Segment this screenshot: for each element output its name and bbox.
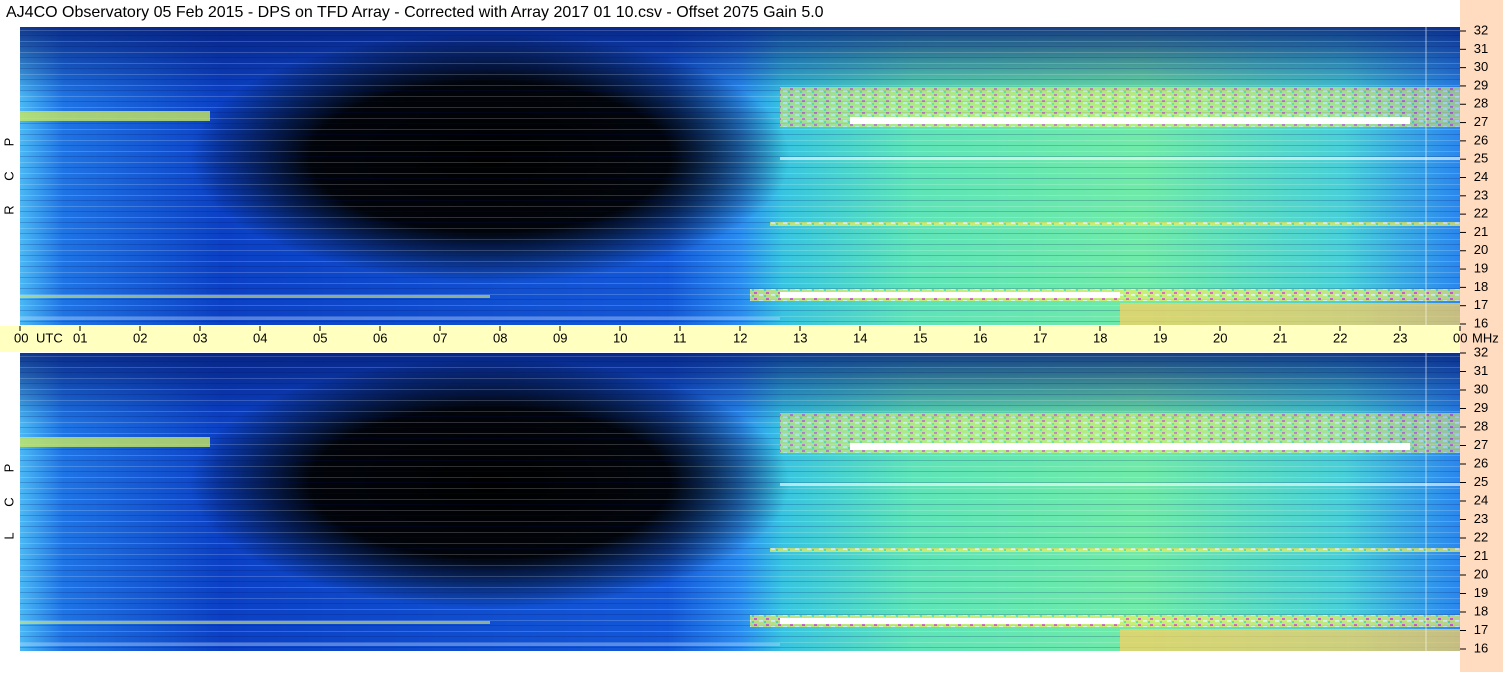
freq-label: 29 [1474, 400, 1488, 415]
freq-label: 29 [1474, 77, 1488, 92]
freq-label: 25 [1474, 474, 1488, 489]
time-label: 02 [133, 330, 147, 345]
freq-label: 32 [1474, 344, 1488, 359]
freq-label: 17 [1474, 622, 1488, 637]
freq-label: 28 [1474, 418, 1488, 433]
time-label: 00 [14, 330, 28, 345]
panel-label: C [1, 497, 16, 506]
freq-label: 32 [1474, 22, 1488, 37]
freq-label: 22 [1474, 206, 1488, 221]
freq-label: 27 [1474, 437, 1488, 452]
freq-label: 26 [1474, 132, 1488, 147]
time-label: 18 [1093, 330, 1107, 345]
freq-label: 20 [1474, 566, 1488, 581]
time-label: 08 [493, 330, 507, 345]
panel-label: R [1, 205, 16, 214]
freq-label: 31 [1474, 363, 1488, 378]
freq-label: 28 [1474, 96, 1488, 111]
time-label: 17 [1033, 330, 1047, 345]
time-label: 04 [253, 330, 267, 345]
freq-unit: MHz [1472, 330, 1499, 345]
time-label: 01 [73, 330, 87, 345]
freq-label: 25 [1474, 151, 1488, 166]
time-label: 21 [1273, 330, 1287, 345]
freq-label: 19 [1474, 585, 1488, 600]
time-label: 15 [913, 330, 927, 345]
time-label: 06 [373, 330, 387, 345]
freq-axis-bar [1460, 0, 1503, 672]
time-label: 19 [1153, 330, 1167, 345]
time-label: 09 [553, 330, 567, 345]
freq-label: 17 [1474, 297, 1488, 312]
spectrogram-rcp [20, 27, 1460, 325]
time-label: 00 [1453, 330, 1467, 345]
panel-label: L [1, 532, 16, 539]
panel-label: P [1, 464, 16, 473]
time-axis-bar [0, 326, 1460, 352]
freq-label: 23 [1474, 511, 1488, 526]
time-label: 16 [973, 330, 987, 345]
time-label: 07 [433, 330, 447, 345]
freq-label: 23 [1474, 187, 1488, 202]
freq-label: 24 [1474, 492, 1488, 507]
title: AJ4CO Observatory 05 Feb 2015 - DPS on T… [6, 4, 824, 21]
freq-label: 18 [1474, 279, 1488, 294]
time-label: 12 [733, 330, 747, 345]
time-unit: UTC [36, 330, 63, 345]
freq-label: 30 [1474, 59, 1488, 74]
freq-label: 19 [1474, 261, 1488, 276]
time-label: 22 [1333, 330, 1347, 345]
time-label: 14 [853, 330, 867, 345]
freq-label: 16 [1474, 640, 1488, 655]
spectrogram-lcp [20, 353, 1460, 651]
freq-label: 30 [1474, 381, 1488, 396]
time-label: 20 [1213, 330, 1227, 345]
freq-label: 27 [1474, 114, 1488, 129]
axes: 00 01 02 03 04 05 06 07 08 09 10 11 12 13 14 15 16 17 18 19… [1, 22, 1498, 655]
freq-label: 16 [1474, 315, 1488, 330]
bottom-margin [0, 652, 1460, 672]
freq-label: 24 [1474, 169, 1488, 184]
freq-label: 31 [1474, 41, 1488, 56]
freq-label: 21 [1474, 224, 1488, 239]
time-label: 05 [313, 330, 327, 345]
panel-label: P [1, 138, 16, 147]
freq-label: 22 [1474, 529, 1488, 544]
freq-label: 21 [1474, 548, 1488, 563]
time-label: 13 [793, 330, 807, 345]
freq-label: 20 [1474, 242, 1488, 257]
time-label: 11 [673, 330, 687, 345]
time-label: 23 [1393, 330, 1407, 345]
freq-label: 18 [1474, 603, 1488, 618]
time-label: 03 [193, 330, 207, 345]
time-label: 10 [613, 330, 627, 345]
panel-label: C [1, 171, 16, 180]
freq-label: 26 [1474, 455, 1488, 470]
